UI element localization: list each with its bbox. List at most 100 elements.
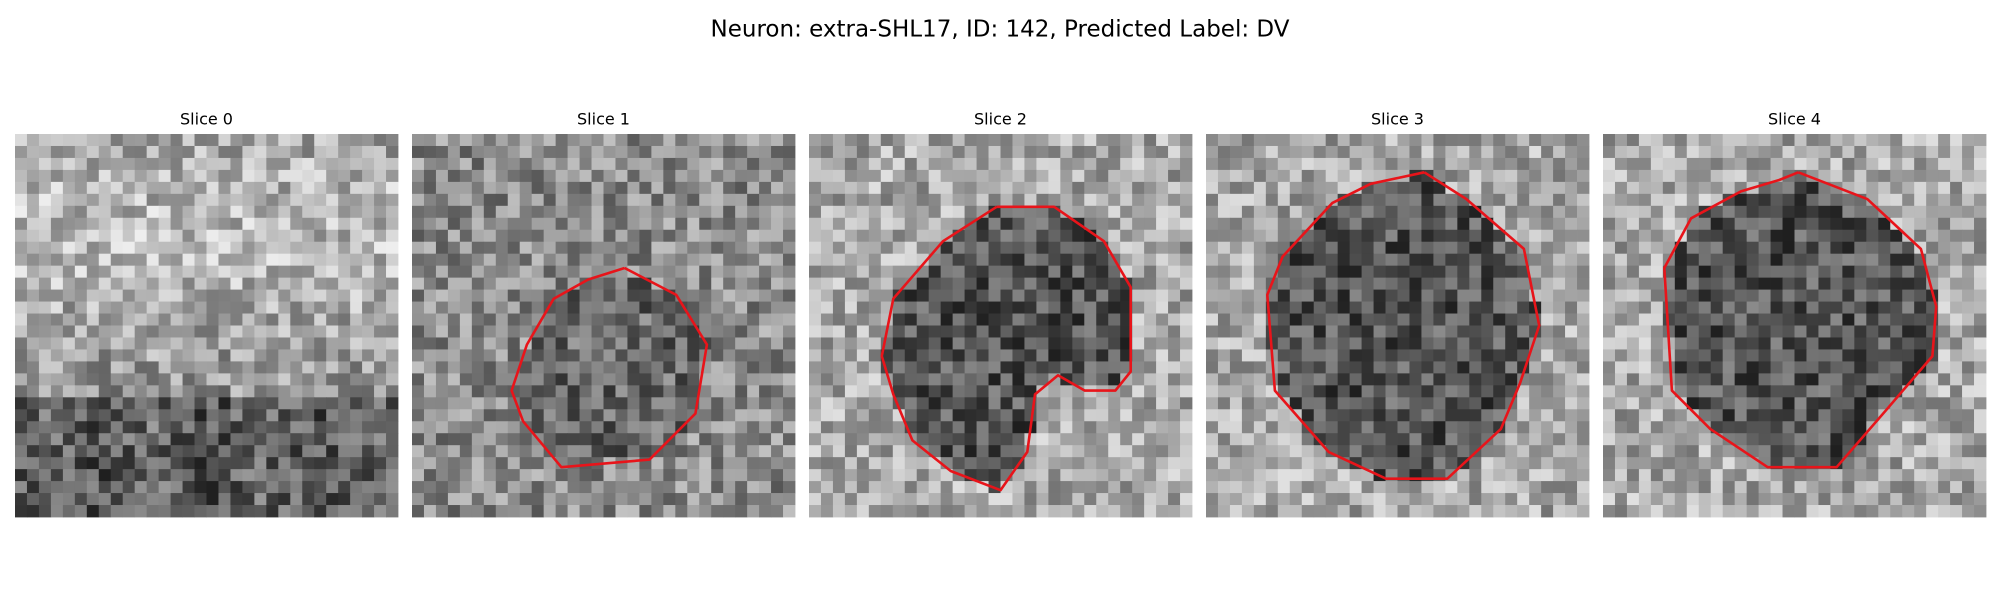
pixel xyxy=(1505,181,1518,195)
pixel xyxy=(266,313,279,326)
pixel xyxy=(1433,134,1446,147)
pixel xyxy=(1938,385,1951,398)
pixel xyxy=(591,193,604,207)
pixel xyxy=(122,181,136,195)
pixel xyxy=(146,157,160,171)
pixel xyxy=(675,481,688,494)
pixel xyxy=(206,277,219,290)
pixel xyxy=(412,505,425,518)
pixel xyxy=(699,193,712,207)
pixel xyxy=(543,169,557,183)
pixel xyxy=(603,361,616,374)
pixel xyxy=(519,457,533,470)
pixel xyxy=(1253,325,1267,338)
pixel xyxy=(687,433,700,446)
pixel xyxy=(386,481,399,494)
pixel xyxy=(735,349,748,362)
pixel xyxy=(1253,145,1267,159)
pixel xyxy=(1469,134,1482,147)
pixel xyxy=(362,134,375,147)
pixel xyxy=(1565,385,1578,398)
pixel xyxy=(98,481,112,494)
pixel xyxy=(1758,289,1771,302)
pixel xyxy=(62,385,76,398)
pixel xyxy=(74,193,88,207)
pixel xyxy=(1373,277,1386,290)
pixel xyxy=(1457,265,1470,279)
pixel xyxy=(26,193,40,207)
pixel xyxy=(1072,349,1085,362)
pixel xyxy=(531,361,545,374)
pixel xyxy=(495,145,509,159)
pixel xyxy=(567,433,580,446)
pixel xyxy=(615,229,628,243)
pixel xyxy=(1241,193,1255,207)
pixel xyxy=(627,325,640,338)
pixel xyxy=(1180,265,1193,279)
pixel xyxy=(1012,169,1025,183)
pixel xyxy=(856,325,870,338)
pixel xyxy=(302,385,315,398)
pixel xyxy=(1758,421,1771,434)
pixel xyxy=(1349,169,1362,183)
pixel xyxy=(1108,229,1121,243)
pixel xyxy=(1060,289,1073,302)
pixel xyxy=(1926,169,1939,183)
pixel xyxy=(1722,337,1736,350)
pixel xyxy=(1902,301,1915,314)
pixel xyxy=(1818,265,1831,279)
pixel xyxy=(1818,433,1831,446)
pixel xyxy=(1457,241,1470,255)
pixel xyxy=(988,289,1001,302)
pixel xyxy=(663,481,676,494)
pixel xyxy=(940,349,954,362)
pixel xyxy=(1012,301,1025,314)
pixel xyxy=(1505,421,1518,434)
pixel xyxy=(483,505,497,518)
pixel xyxy=(230,325,243,338)
pixel xyxy=(1565,265,1578,279)
pixel xyxy=(1938,361,1951,374)
pixel xyxy=(338,505,351,518)
pixel xyxy=(50,445,64,458)
pixel xyxy=(988,445,1001,458)
pixel xyxy=(940,205,954,219)
pixel xyxy=(844,145,858,159)
pixel xyxy=(1168,397,1181,410)
pixel xyxy=(1144,325,1157,338)
pixel xyxy=(519,361,533,374)
pixel xyxy=(1361,241,1374,255)
pixel xyxy=(1794,349,1807,362)
pixel xyxy=(964,277,977,290)
pixel xyxy=(1962,433,1975,446)
pixel xyxy=(278,217,291,231)
pixel xyxy=(1012,253,1025,267)
pixel xyxy=(218,181,231,195)
pixel xyxy=(1373,253,1386,267)
pixel xyxy=(1301,337,1315,350)
pixel xyxy=(98,493,112,506)
pixel xyxy=(1457,385,1470,398)
pixel xyxy=(1313,205,1327,219)
pixel xyxy=(1277,409,1291,422)
pixel xyxy=(1433,301,1446,314)
pixel xyxy=(1577,361,1590,374)
pixel xyxy=(1325,301,1339,314)
pixel xyxy=(1206,205,1219,219)
pixel xyxy=(386,457,399,470)
pixel xyxy=(783,457,796,470)
pixel xyxy=(1529,157,1542,171)
pixel xyxy=(182,181,195,195)
pixel xyxy=(1012,409,1025,422)
pixel xyxy=(771,481,784,494)
pixel xyxy=(158,373,171,386)
pixel xyxy=(507,193,521,207)
pixel xyxy=(1830,385,1843,398)
pixel xyxy=(1962,301,1975,314)
pixel xyxy=(1626,421,1640,434)
pixel xyxy=(1241,505,1255,518)
pixel xyxy=(38,385,52,398)
pixel xyxy=(1108,457,1121,470)
pixel xyxy=(856,505,870,518)
pixel xyxy=(326,409,339,422)
